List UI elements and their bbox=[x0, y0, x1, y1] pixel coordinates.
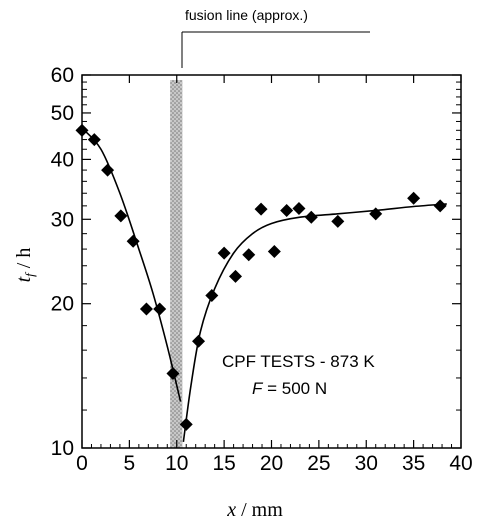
load-label: F = 500 N bbox=[252, 379, 327, 398]
x-tick-label: 15 bbox=[212, 452, 235, 475]
y-axis-sub: f bbox=[22, 271, 37, 277]
fit-curve-left bbox=[81, 127, 182, 402]
data-point bbox=[217, 246, 231, 260]
data-point bbox=[242, 248, 256, 262]
y-tick-label: 50 bbox=[51, 102, 74, 125]
x-tick-label: 35 bbox=[402, 452, 425, 475]
data-point bbox=[87, 133, 101, 147]
y-tick-label: 60 bbox=[51, 64, 74, 87]
x-tick-label: 25 bbox=[307, 452, 330, 475]
fusion-line-label: fusion line (approx.) bbox=[185, 7, 308, 23]
data-point bbox=[101, 163, 115, 177]
x-axis-var: x bbox=[226, 499, 236, 521]
y-axis-unit: / h bbox=[13, 248, 35, 274]
fusion-line-band bbox=[170, 80, 183, 448]
y-axis: 10 20 30 40 50 60 bbox=[51, 64, 461, 460]
data-point bbox=[179, 417, 193, 431]
x-axis: 0 5 10 15 20 25 30 35 40 bbox=[76, 75, 473, 475]
y-axis-var: t bbox=[13, 276, 35, 282]
data-point bbox=[304, 210, 318, 224]
data-point bbox=[292, 201, 306, 215]
data-point bbox=[433, 199, 447, 213]
data-point bbox=[228, 269, 242, 283]
y-tick-label: 40 bbox=[51, 148, 74, 171]
x-tick-label: 5 bbox=[124, 452, 136, 475]
data-point bbox=[126, 234, 140, 248]
x-axis-unit: / mm bbox=[236, 499, 283, 521]
fit-curve-right bbox=[182, 203, 447, 442]
data-point bbox=[280, 203, 294, 217]
y-tick-label: 20 bbox=[51, 293, 74, 316]
data-point bbox=[369, 207, 383, 221]
data-point bbox=[254, 202, 268, 216]
x-tick-label: 30 bbox=[355, 452, 378, 475]
y-axis-title: tf / h bbox=[13, 248, 37, 283]
y-tick-label: 30 bbox=[51, 208, 74, 231]
x-tick-label: 20 bbox=[260, 452, 283, 475]
data-point bbox=[166, 367, 180, 381]
x-tick-label: 0 bbox=[76, 452, 88, 475]
fit-curves bbox=[81, 127, 447, 442]
data-points bbox=[75, 123, 447, 431]
data-point bbox=[407, 191, 421, 205]
data-point bbox=[267, 245, 281, 259]
data-point bbox=[114, 209, 128, 223]
data-point bbox=[192, 334, 206, 348]
data-point bbox=[139, 302, 153, 316]
x-tick-label: 40 bbox=[449, 452, 472, 475]
data-point bbox=[331, 214, 345, 228]
y-tick-label: 10 bbox=[51, 437, 74, 460]
x-axis-title: x / mm bbox=[226, 499, 283, 521]
x-tick-label: 10 bbox=[165, 452, 188, 475]
data-point bbox=[153, 302, 167, 316]
load-symbol: F bbox=[252, 379, 264, 398]
test-conditions-label: CPF TESTS - 873 K bbox=[222, 352, 375, 371]
data-point bbox=[75, 123, 89, 137]
load-value: = 500 N bbox=[262, 379, 327, 398]
data-point bbox=[205, 289, 219, 303]
